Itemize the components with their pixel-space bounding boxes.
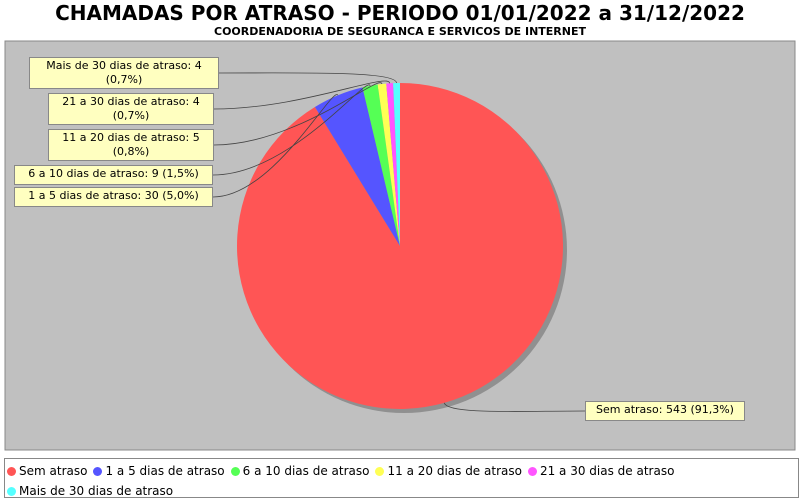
legend-label: 1 a 5 dias de atraso <box>105 464 225 478</box>
legend-item: 1 a 5 dias de atraso <box>93 461 225 481</box>
slice-label: 6 a 10 dias de atraso: 9 (1,5%) <box>14 165 213 185</box>
pie-slice <box>386 83 400 247</box>
legend-swatch <box>375 466 385 476</box>
label-link <box>212 94 339 198</box>
chart-title: CHAMADAS POR ATRASO - PERIODO 01/01/2022… <box>55 1 745 25</box>
legend-swatch <box>93 466 103 476</box>
legend-label: 11 a 20 dias de atraso <box>387 464 522 478</box>
label-link <box>213 82 383 146</box>
legend-item: 6 a 10 dias de atraso <box>230 461 370 481</box>
legend-swatch <box>7 486 16 496</box>
label-link <box>443 402 586 412</box>
legend-label: 21 a 30 dias de atraso <box>539 464 675 478</box>
legend-item: 11 a 20 dias de atraso <box>375 461 522 481</box>
slice-label: 21 a 30 dias de atraso: 4 (0,7%) <box>48 93 214 125</box>
slice-label: 1 a 5 dias de atraso: 30 (5,0%) <box>14 187 213 207</box>
slice-label: Mais de 30 dias de atraso: 4 (0,7%) <box>29 57 219 89</box>
chart-subtitle: COORDENADORIA DE SEGURANCA E SERVICOS DE… <box>214 25 586 38</box>
pie-slice <box>393 83 400 246</box>
legend-item: Mais de 30 dias de atraso <box>7 481 173 501</box>
label-link <box>218 72 397 84</box>
legend-item: 21 a 30 dias de atraso <box>527 461 675 481</box>
legend-swatch <box>527 466 537 476</box>
legend-item: Sem atraso <box>7 461 87 481</box>
legend-label: 6 a 10 dias de atraso <box>242 464 370 478</box>
pie-slice <box>236 83 563 409</box>
legend: Sem atraso 1 a 5 dias de atraso 6 a 10 dia… <box>4 458 799 498</box>
pie-slice <box>377 83 400 247</box>
slice-label: 11 a 20 dias de atraso: 5 (0,8%) <box>48 129 214 161</box>
pie-slice <box>362 84 400 247</box>
slice-label: Sem atraso: 543 (91,3%) <box>585 401 745 421</box>
pie-slice <box>314 87 400 246</box>
label-link <box>213 80 391 110</box>
legend-label: Mais de 30 dias de atraso <box>19 484 174 498</box>
legend-swatch <box>230 466 240 476</box>
legend-label: Sem atraso <box>19 464 88 478</box>
legend-swatch <box>7 466 16 476</box>
label-link <box>212 84 371 176</box>
